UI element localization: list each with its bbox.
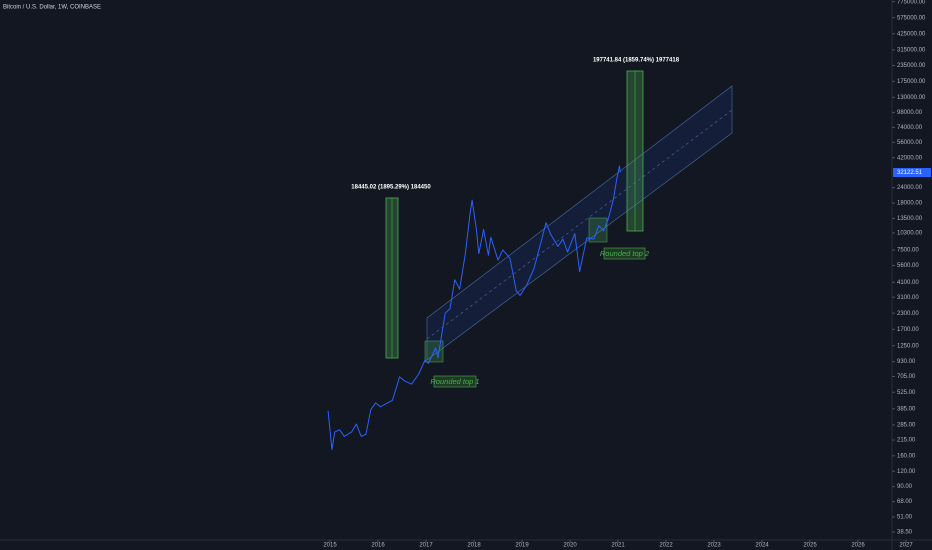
x-tick-label: 2024	[755, 543, 769, 549]
y-tick-label: 775000.00	[897, 0, 926, 5]
x-tick-label: 2017	[419, 543, 433, 549]
last-price-box	[893, 168, 931, 177]
y-tick-label: 74000.00	[897, 125, 923, 131]
y-tick-label: 5600.00	[897, 263, 919, 269]
y-tick-label: 68.00	[897, 499, 913, 505]
x-tick-label: 2020	[563, 543, 577, 549]
regression-channel	[426, 85, 733, 361]
y-tick-label: 24000.00	[897, 185, 923, 191]
chart-title: Bitcoin / U.S. Dollar, 1W, COINBASE	[3, 5, 101, 11]
x-tick-label: 2023	[707, 543, 721, 549]
x-tick-label: 2015	[323, 543, 337, 549]
x-tick-label: 2018	[467, 543, 481, 549]
y-tick-label: 90.00	[897, 484, 913, 490]
last-price-label: 32122.51	[897, 170, 923, 176]
y-tick-label: 215.00	[897, 438, 916, 444]
y-tick-label: 3100.00	[897, 295, 919, 301]
y-tick-label: 425000.00	[897, 31, 926, 37]
x-tick-label: 2021	[611, 543, 625, 549]
x-tick-label: 2026	[851, 543, 865, 549]
annotation: Rounded top 2	[600, 249, 650, 258]
y-tick-label: 4100.00	[897, 280, 919, 286]
y-tick-label: 42000.00	[897, 155, 923, 161]
y-tick-label: 38.50	[897, 530, 913, 536]
y-tick-label: 575000.00	[897, 15, 926, 21]
y-tick-label: 130000.00	[897, 95, 926, 101]
x-tick-label: 2016	[371, 543, 385, 549]
annotation: Rounded top 1	[430, 377, 479, 386]
y-tick-label: 385.00	[897, 406, 916, 412]
x-tick-label: 2025	[803, 543, 817, 549]
y-tick-label: 10300.00	[897, 231, 923, 237]
y-tick-label: 18000.00	[897, 201, 923, 207]
y-tick-label: 525.00	[897, 390, 916, 396]
y-tick-label: 51.00	[897, 515, 913, 521]
y-tick-label: 235000.00	[897, 63, 926, 69]
y-tick-label: 1700.00	[897, 327, 919, 333]
label-box	[433, 375, 477, 388]
annotation: 197741.84 (1859.74%) 1977418	[593, 58, 680, 64]
y-tick-label: 98000.00	[897, 110, 923, 116]
y-tick-label: 13500.00	[897, 216, 923, 222]
x-tick-label: 2022	[659, 543, 673, 549]
y-tick-label: 56000.00	[897, 140, 923, 146]
y-tick-label: 175000.00	[897, 79, 926, 85]
y-tick-label: 705.00	[897, 374, 916, 380]
y-tick-label: 120.00	[897, 469, 916, 475]
y-tick-label: 1250.00	[897, 343, 919, 349]
y-tick-label: 315000.00	[897, 47, 926, 53]
y-tick-label: 285.00	[897, 423, 916, 429]
y-tick-label: 930.00	[897, 359, 916, 365]
x-tick-label: 2019	[515, 543, 529, 549]
rounded-top-box	[588, 217, 608, 243]
y-tick-label: 7500.00	[897, 247, 919, 253]
x-tick-label: 2027	[899, 543, 913, 549]
annotation: 18445.02 (1895.29%) 184450	[351, 185, 431, 191]
label-box	[603, 247, 646, 260]
y-tick-label: 2300.00	[897, 311, 919, 317]
price-line	[327, 165, 621, 451]
y-tick-label: 160.00	[897, 453, 916, 459]
